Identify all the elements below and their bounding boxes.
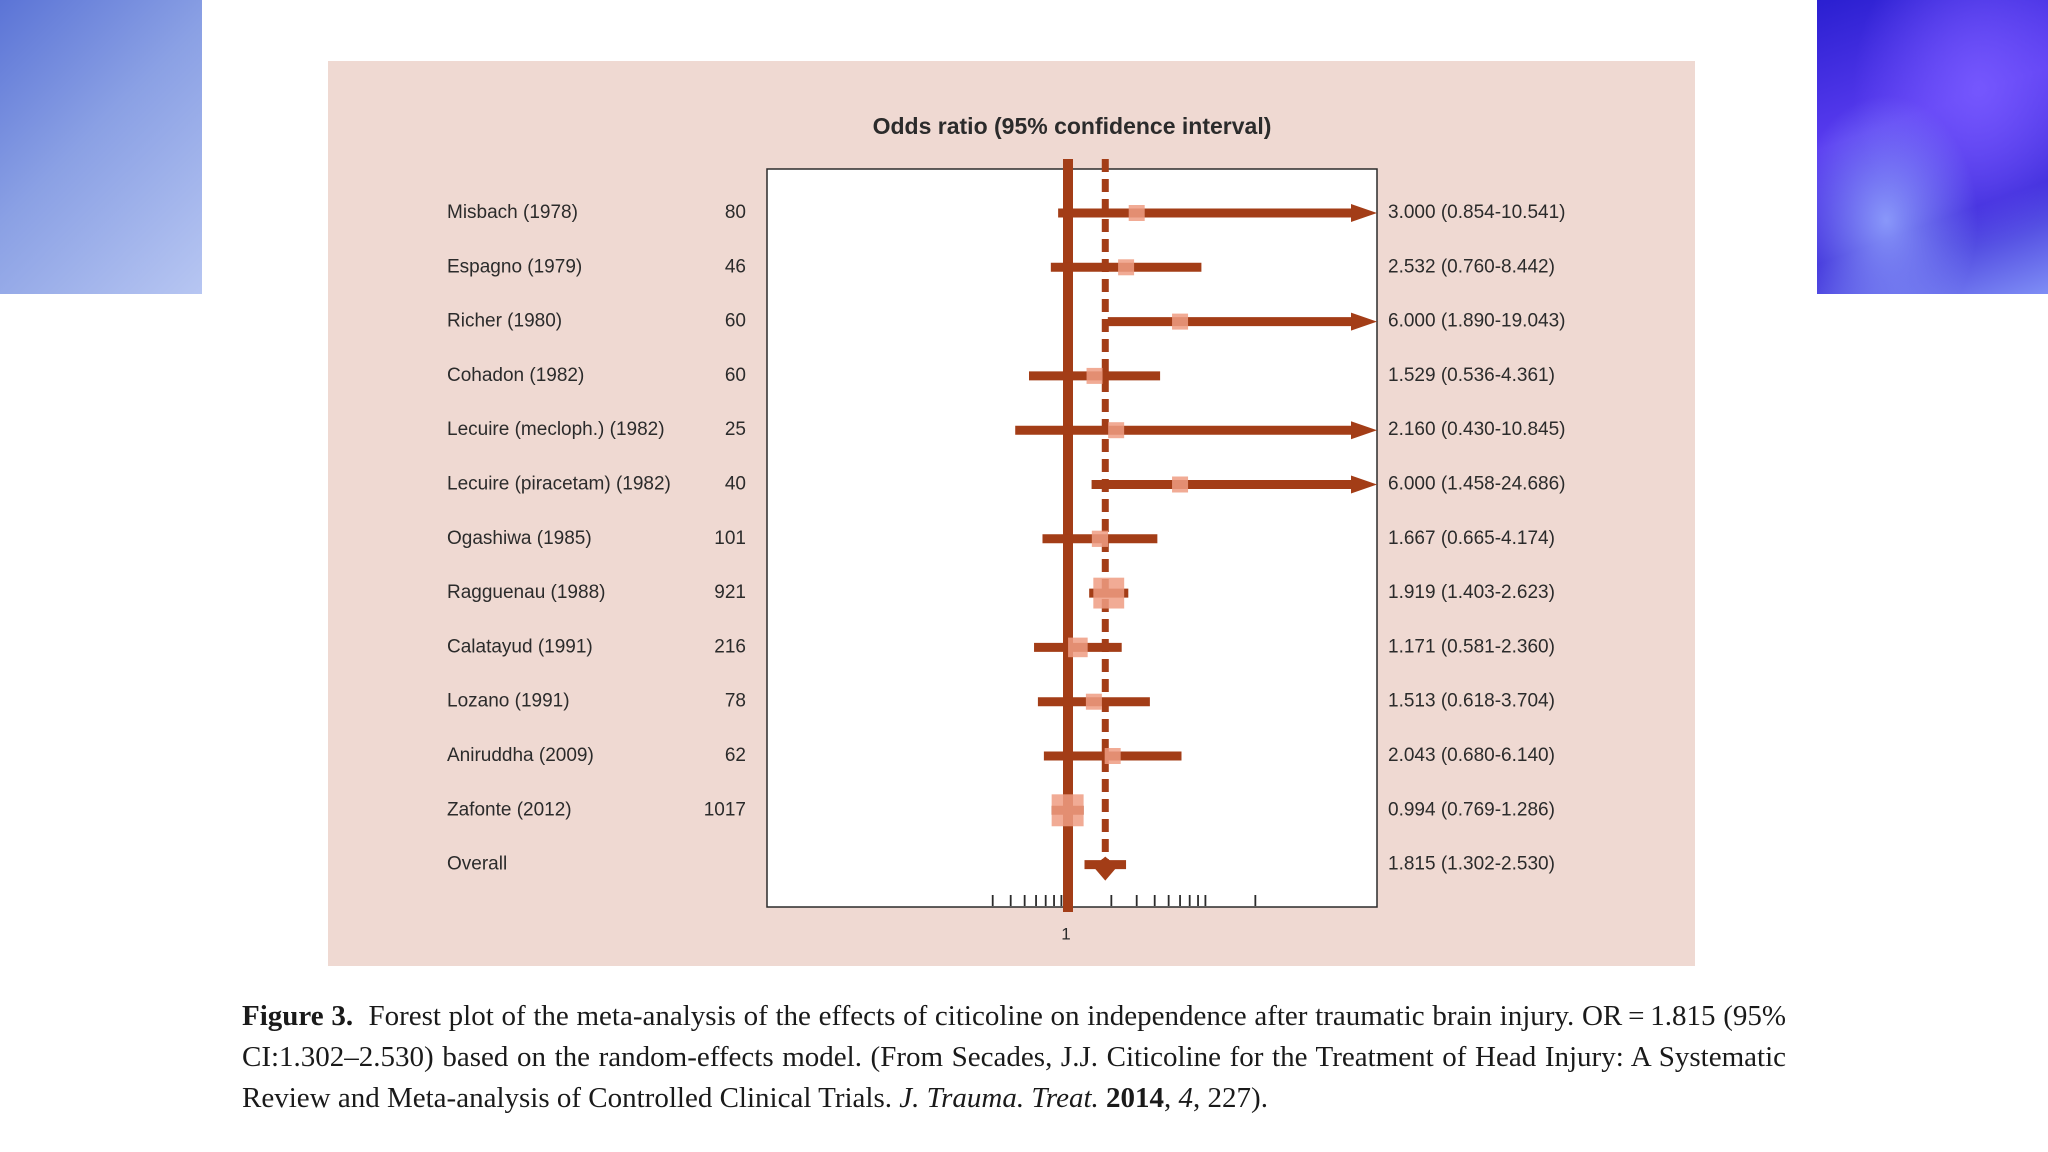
point-estimate-marker [1118,259,1135,276]
study-or-text: 3.000 (0.854-10.541) [1388,202,1565,223]
study-label: Lecuire (piracetam) (1982) [447,474,671,495]
caption-text: Forest plot of the meta-analysis of the … [242,1000,1787,1114]
study-label: Lecuire (mecloph.) (1982) [447,419,665,440]
study-n: 80 [725,202,746,223]
ci-arrow [1351,312,1377,331]
study-label: Ragguenau (1988) [447,582,605,603]
study-n: 1017 [704,799,746,820]
point-estimate-marker [1086,367,1103,384]
study-or-text: 2.160 (0.430-10.845) [1388,419,1565,440]
study-label: Richer (1980) [447,311,562,332]
x-tick-label: 1 [1061,924,1070,943]
study-n: 60 [725,311,746,332]
figure-panel: Odds ratio (95% confidence interval) 1 Mis… [328,61,1695,966]
study-or-text: 1.667 (0.665-4.174) [1388,528,1555,549]
study-or-text: 1.919 (1.403-2.623) [1388,582,1555,603]
point-estimate-marker [1108,422,1125,439]
study-label: Aniruddha (2009) [447,745,594,766]
overall-diamond [1093,856,1118,881]
study-label: Ogashiwa (1985) [447,528,592,549]
point-estimate-marker [1128,205,1145,221]
ci-arrow [1351,204,1377,222]
study-or-text: 1.171 (0.581-2.360) [1388,636,1555,657]
study-n: 216 [714,636,746,657]
study-n: 60 [725,365,746,386]
study-or-text: 2.532 (0.760-8.442) [1388,256,1555,277]
study-n: 78 [725,691,746,712]
point-estimate-marker [1085,693,1102,710]
decorative-background-left [0,0,202,294]
study-label: Overall [447,854,507,875]
study-n: 25 [725,419,746,440]
chart-title: Odds ratio (95% confidence interval) [873,113,1272,139]
point-estimate-marker [1172,476,1189,493]
study-or-text: 2.043 (0.680-6.140) [1388,745,1555,766]
point-estimate-marker [1051,794,1084,827]
study-or-text: 1.529 (0.536-4.361) [1388,365,1555,386]
study-label: Lozano (1991) [447,691,570,712]
study-label: Cohadon (1982) [447,365,584,386]
study-or-text: 6.000 (1.458-24.686) [1388,474,1565,495]
study-or-text: 6.000 (1.890-19.043) [1388,311,1565,332]
caption-year: 2014 [1106,1082,1165,1114]
study-label: Zafonte (2012) [447,799,572,820]
caption-pages: , 227). [1193,1082,1268,1114]
point-estimate-marker [1104,748,1121,764]
decorative-background-right [1817,0,2048,294]
study-n: 62 [725,745,746,766]
study-or-text: 1.513 (0.618-3.704) [1388,691,1555,712]
study-or-text: 1.815 (1.302-2.530) [1388,854,1555,875]
point-estimate-marker [1172,313,1189,330]
study-or-text: 0.994 (0.769-1.286) [1388,799,1555,820]
study-n: 40 [725,474,746,495]
caption-label: Figure 3. [242,1000,354,1032]
study-label: Espagno (1979) [447,256,582,277]
point-estimate-marker [1068,637,1088,658]
caption-journal: J. Trauma. Treat. [899,1082,1099,1114]
study-n: 101 [714,528,746,549]
figure-caption: Figure 3. Forest plot of the meta-analys… [242,1000,1787,1114]
forest-plot: Odds ratio (95% confidence interval) 1 Mis… [447,113,1565,943]
caption-volume: 4 [1178,1082,1194,1114]
point-estimate-marker [1093,577,1125,609]
study-n: 46 [725,256,746,277]
ci-arrow [1351,475,1377,494]
ci-arrow [1351,421,1377,440]
study-n: 921 [714,582,746,603]
point-estimate-marker [1091,530,1109,547]
study-label: Misbach (1978) [447,202,578,223]
study-label: Calatayud (1991) [447,636,593,657]
